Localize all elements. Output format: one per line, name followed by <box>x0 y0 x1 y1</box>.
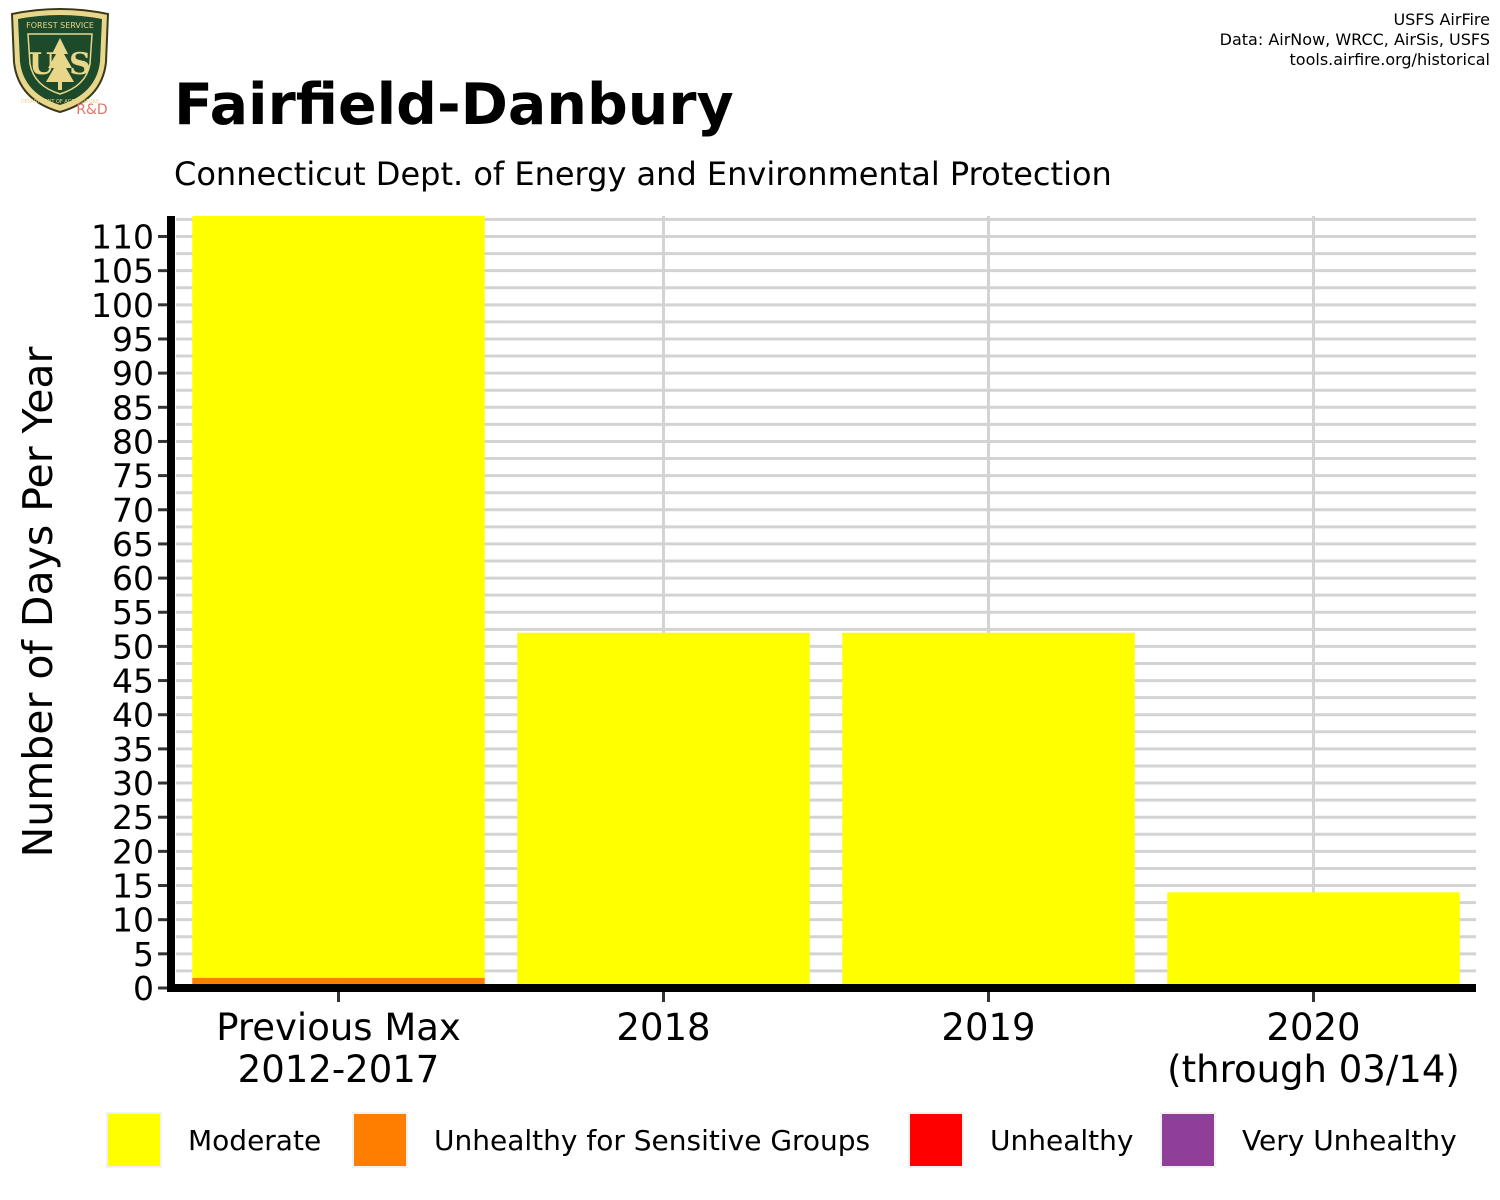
x-tick-label: 2018 <box>616 1006 710 1049</box>
legend-item-usg: Unhealthy for Sensitive Groups <box>352 1110 870 1170</box>
bar-chart: 0510152025303540455055606570758085909510… <box>14 216 1476 1091</box>
legend-label: Very Unhealthy <box>1242 1123 1457 1157</box>
usfs-shield-logo: U S FOREST SERVICE DEPARTMENT OF AGRICUL… <box>10 8 110 118</box>
y-tick-label: 100 <box>91 286 154 325</box>
legend-swatch <box>352 1112 408 1168</box>
bar-segment <box>192 216 485 978</box>
legend-swatch <box>1160 1112 1216 1168</box>
x-tick-label: 2012-2017 <box>238 1048 440 1091</box>
y-tick-label: 70 <box>112 491 154 530</box>
y-tick-label: 75 <box>112 457 154 496</box>
x-tick-label: (through 03/14) <box>1167 1048 1460 1091</box>
chart-subtitle: Connecticut Dept. of Energy and Environm… <box>174 155 1112 193</box>
x-tick-label: Previous Max <box>216 1006 461 1049</box>
legend-item-unhealthy: Unhealthy <box>908 1110 1133 1170</box>
bar-segment <box>192 977 485 988</box>
logo-letter-left: U <box>29 47 55 82</box>
y-tick-label: 30 <box>112 764 154 803</box>
logo-bottom-text: DEPARTMENT OF AGRICULTURE <box>21 99 99 105</box>
logo-letter-right: S <box>69 47 91 82</box>
credit-line: tools.airfire.org/historical <box>1289 50 1490 69</box>
legend-label: Unhealthy <box>990 1123 1134 1157</box>
legend-label: Unhealthy for Sensitive Groups <box>434 1123 871 1157</box>
y-tick-label: 80 <box>112 422 154 461</box>
y-tick-label: 95 <box>112 320 154 359</box>
y-tick-label: 5 <box>133 935 154 974</box>
y-tick-label: 35 <box>112 730 154 769</box>
y-tick-label: 85 <box>112 388 154 427</box>
y-tick-label: 15 <box>112 867 154 906</box>
bar-segment <box>517 632 810 988</box>
legend-item-very-unhealthy: Very Unhealthy <box>1160 1110 1457 1170</box>
credit-line: Data: AirNow, WRCC, AirSis, USFS <box>1219 30 1490 49</box>
y-tick-label: 0 <box>133 969 154 1008</box>
bar-segment <box>1167 892 1460 988</box>
y-tick-label: 45 <box>112 662 154 701</box>
y-tick-label: 10 <box>112 901 154 940</box>
y-tick-label: 40 <box>112 696 154 735</box>
y-axis-label: Number of Days Per Year <box>14 346 62 857</box>
logo-top-text: FOREST SERVICE <box>26 21 94 30</box>
y-tick-label: 25 <box>112 798 154 837</box>
credits: USFS AirFire Data: AirNow, WRCC, AirSis,… <box>1220 10 1490 70</box>
y-tick-label: 90 <box>112 354 154 393</box>
x-tick-label: 2019 <box>941 1006 1035 1049</box>
y-tick-label: 110 <box>91 217 154 256</box>
legend-label: Moderate <box>188 1123 322 1157</box>
chart-title: Fairfield-Danbury <box>174 72 734 138</box>
y-tick-label: 50 <box>112 627 154 666</box>
y-tick-label: 20 <box>112 832 154 871</box>
legend-item-moderate: Moderate <box>106 1110 321 1170</box>
y-tick-label: 60 <box>112 559 154 598</box>
y-tick-label: 55 <box>112 593 154 632</box>
logo-badge: R&D <box>76 102 107 118</box>
x-tick-label: 2020 <box>1266 1006 1360 1049</box>
credit-line: USFS AirFire <box>1393 10 1490 29</box>
bar-segment <box>842 632 1135 988</box>
y-tick-label: 105 <box>91 252 154 291</box>
legend: Moderate Unhealthy for Sensitive Groups … <box>0 1110 1500 1170</box>
legend-swatch <box>908 1112 964 1168</box>
y-tick-label: 65 <box>112 525 154 564</box>
legend-swatch <box>106 1112 162 1168</box>
